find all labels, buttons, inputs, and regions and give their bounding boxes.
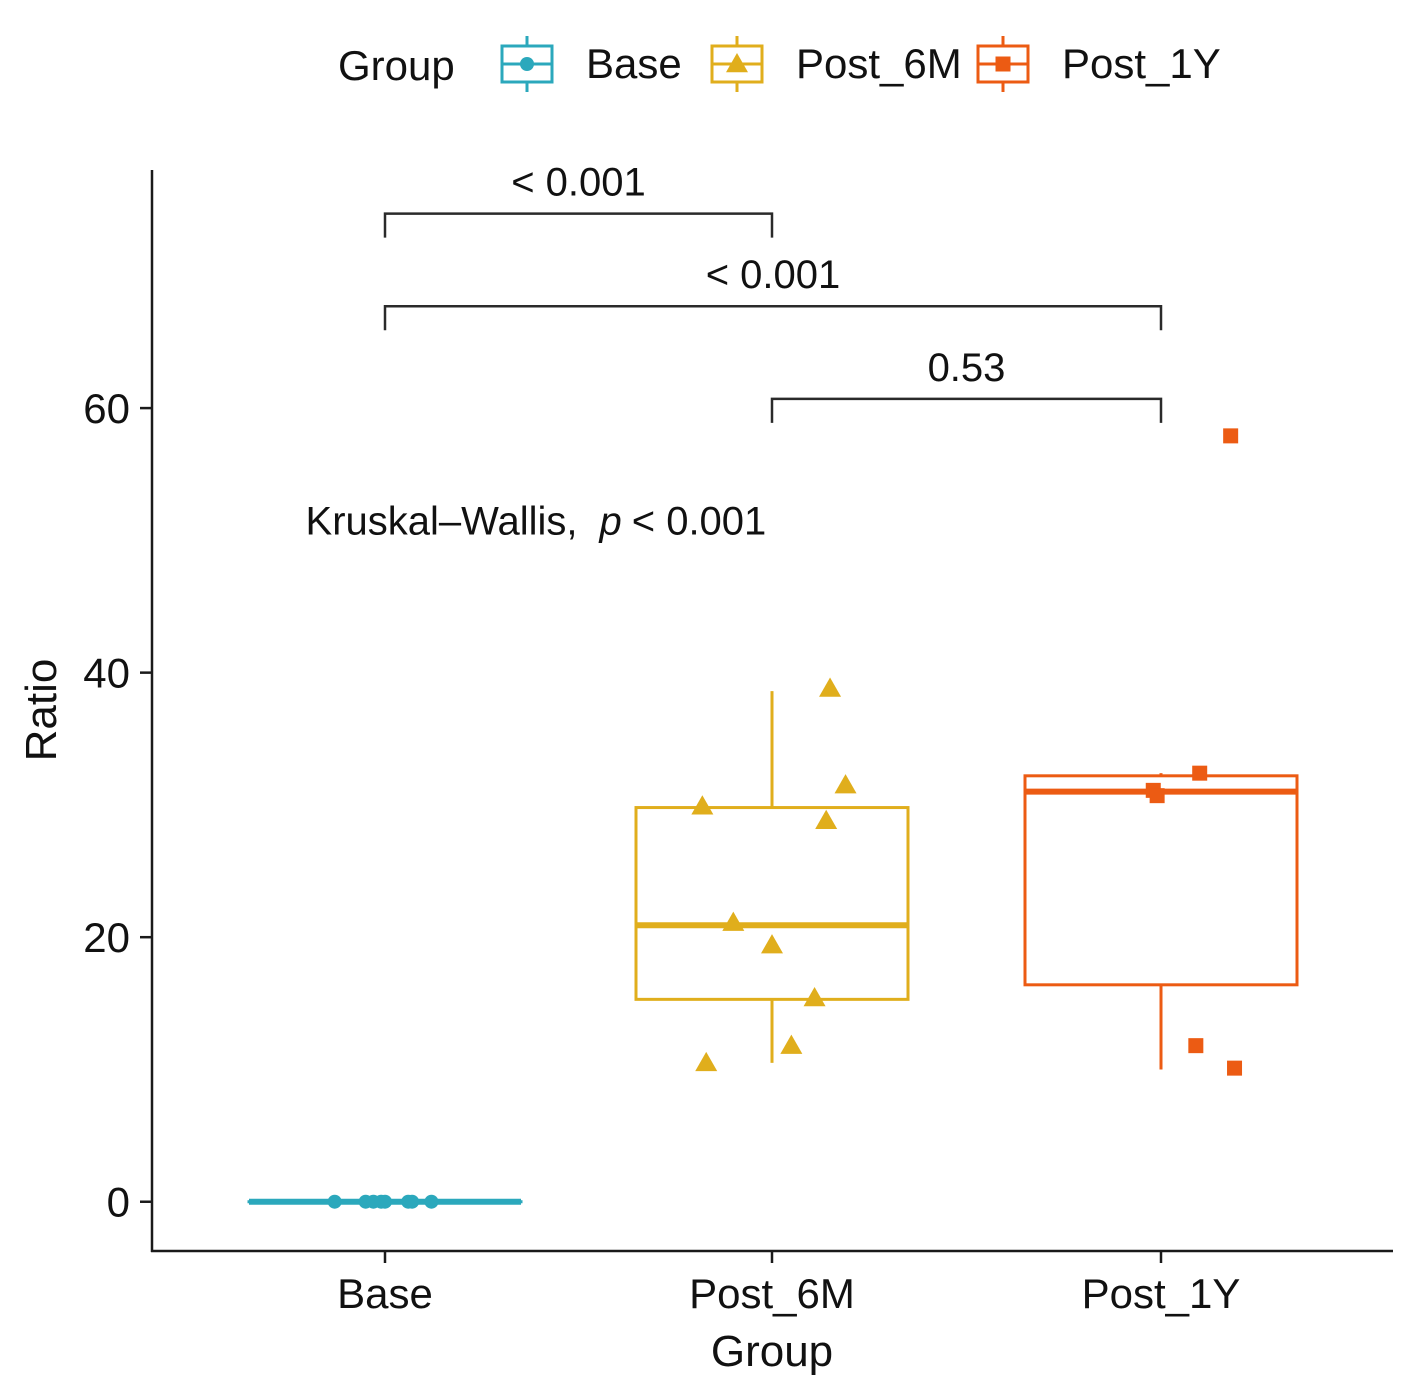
kw-p-symbol: p [598,500,621,544]
kruskal-wallis-annotation: Kruskal–Wallis, p< 0.001 [306,500,767,544]
y-tick: 20 [83,914,152,961]
x-tick-label: Post_6M [689,1270,855,1317]
y-tick-label: 40 [83,650,130,697]
bracket-line [385,306,1161,330]
legend-label: Post_6M [796,40,962,87]
significance-brackets: < 0.001 < 0.001 0.53 [385,161,1161,423]
comparison-bracket: < 0.001 [385,161,772,238]
y-tick-label: 60 [83,385,130,432]
axes: 0 20 40 60 Base Post_6M Post_1Y Group Ratio [17,170,1393,1376]
kw-test-name: Kruskal–Wallis, [306,500,578,544]
data-point [424,1195,438,1209]
legend-label: Base [586,40,682,87]
x-tick-label: Base [337,1270,433,1317]
legend: Group Base Post_6M Post_1Y [338,36,1221,92]
p-value-label: < 0.001 [706,253,841,297]
data-point [1188,1038,1203,1053]
x-axis-title: Group [711,1327,833,1376]
legend-entry-post_6m: Post_6M [712,36,962,92]
data-point [1227,1061,1242,1076]
legend-key-marker [996,57,1011,72]
p-value-label: 0.53 [928,346,1006,390]
data-point [691,795,713,814]
data-point [378,1195,392,1209]
x-tick: Base [337,1251,433,1317]
y-tick: 60 [83,385,152,432]
bracket-line [772,399,1161,423]
data-point [695,1052,717,1071]
data-point [1150,788,1165,803]
legend-entry-base: Base [502,36,682,92]
x-tick: Post_6M [689,1251,855,1317]
y-axis-title: Ratio [17,659,66,762]
data-point [780,1035,802,1054]
y-tick: 40 [83,650,152,697]
kw-p-value: < 0.001 [632,500,767,544]
bracket-line [385,214,772,238]
box-post_6m [636,678,908,1072]
data-point [405,1195,419,1209]
plot-area [249,428,1297,1208]
y-tick-label: 0 [107,1179,130,1226]
box-base [249,1195,521,1209]
box-iqr [1025,776,1297,985]
x-tick: Post_1Y [1082,1251,1241,1317]
data-point [835,774,857,793]
legend-key-marker [520,57,534,71]
comparison-bracket: 0.53 [772,346,1161,423]
box-iqr [636,808,908,1000]
p-value-label: < 0.001 [511,161,646,205]
x-tick-label: Post_1Y [1082,1270,1241,1317]
data-point [1192,766,1207,781]
legend-entry-post_1y: Post_1Y [978,36,1221,92]
comparison-bracket: < 0.001 [385,253,1161,330]
data-point [1223,428,1238,443]
legend-label: Post_1Y [1062,40,1221,87]
data-point [328,1195,342,1209]
legend-title: Group [338,42,455,89]
box-post_1y [1025,428,1297,1075]
y-tick: 0 [107,1179,152,1226]
data-point [819,678,841,697]
y-tick-label: 20 [83,914,130,961]
